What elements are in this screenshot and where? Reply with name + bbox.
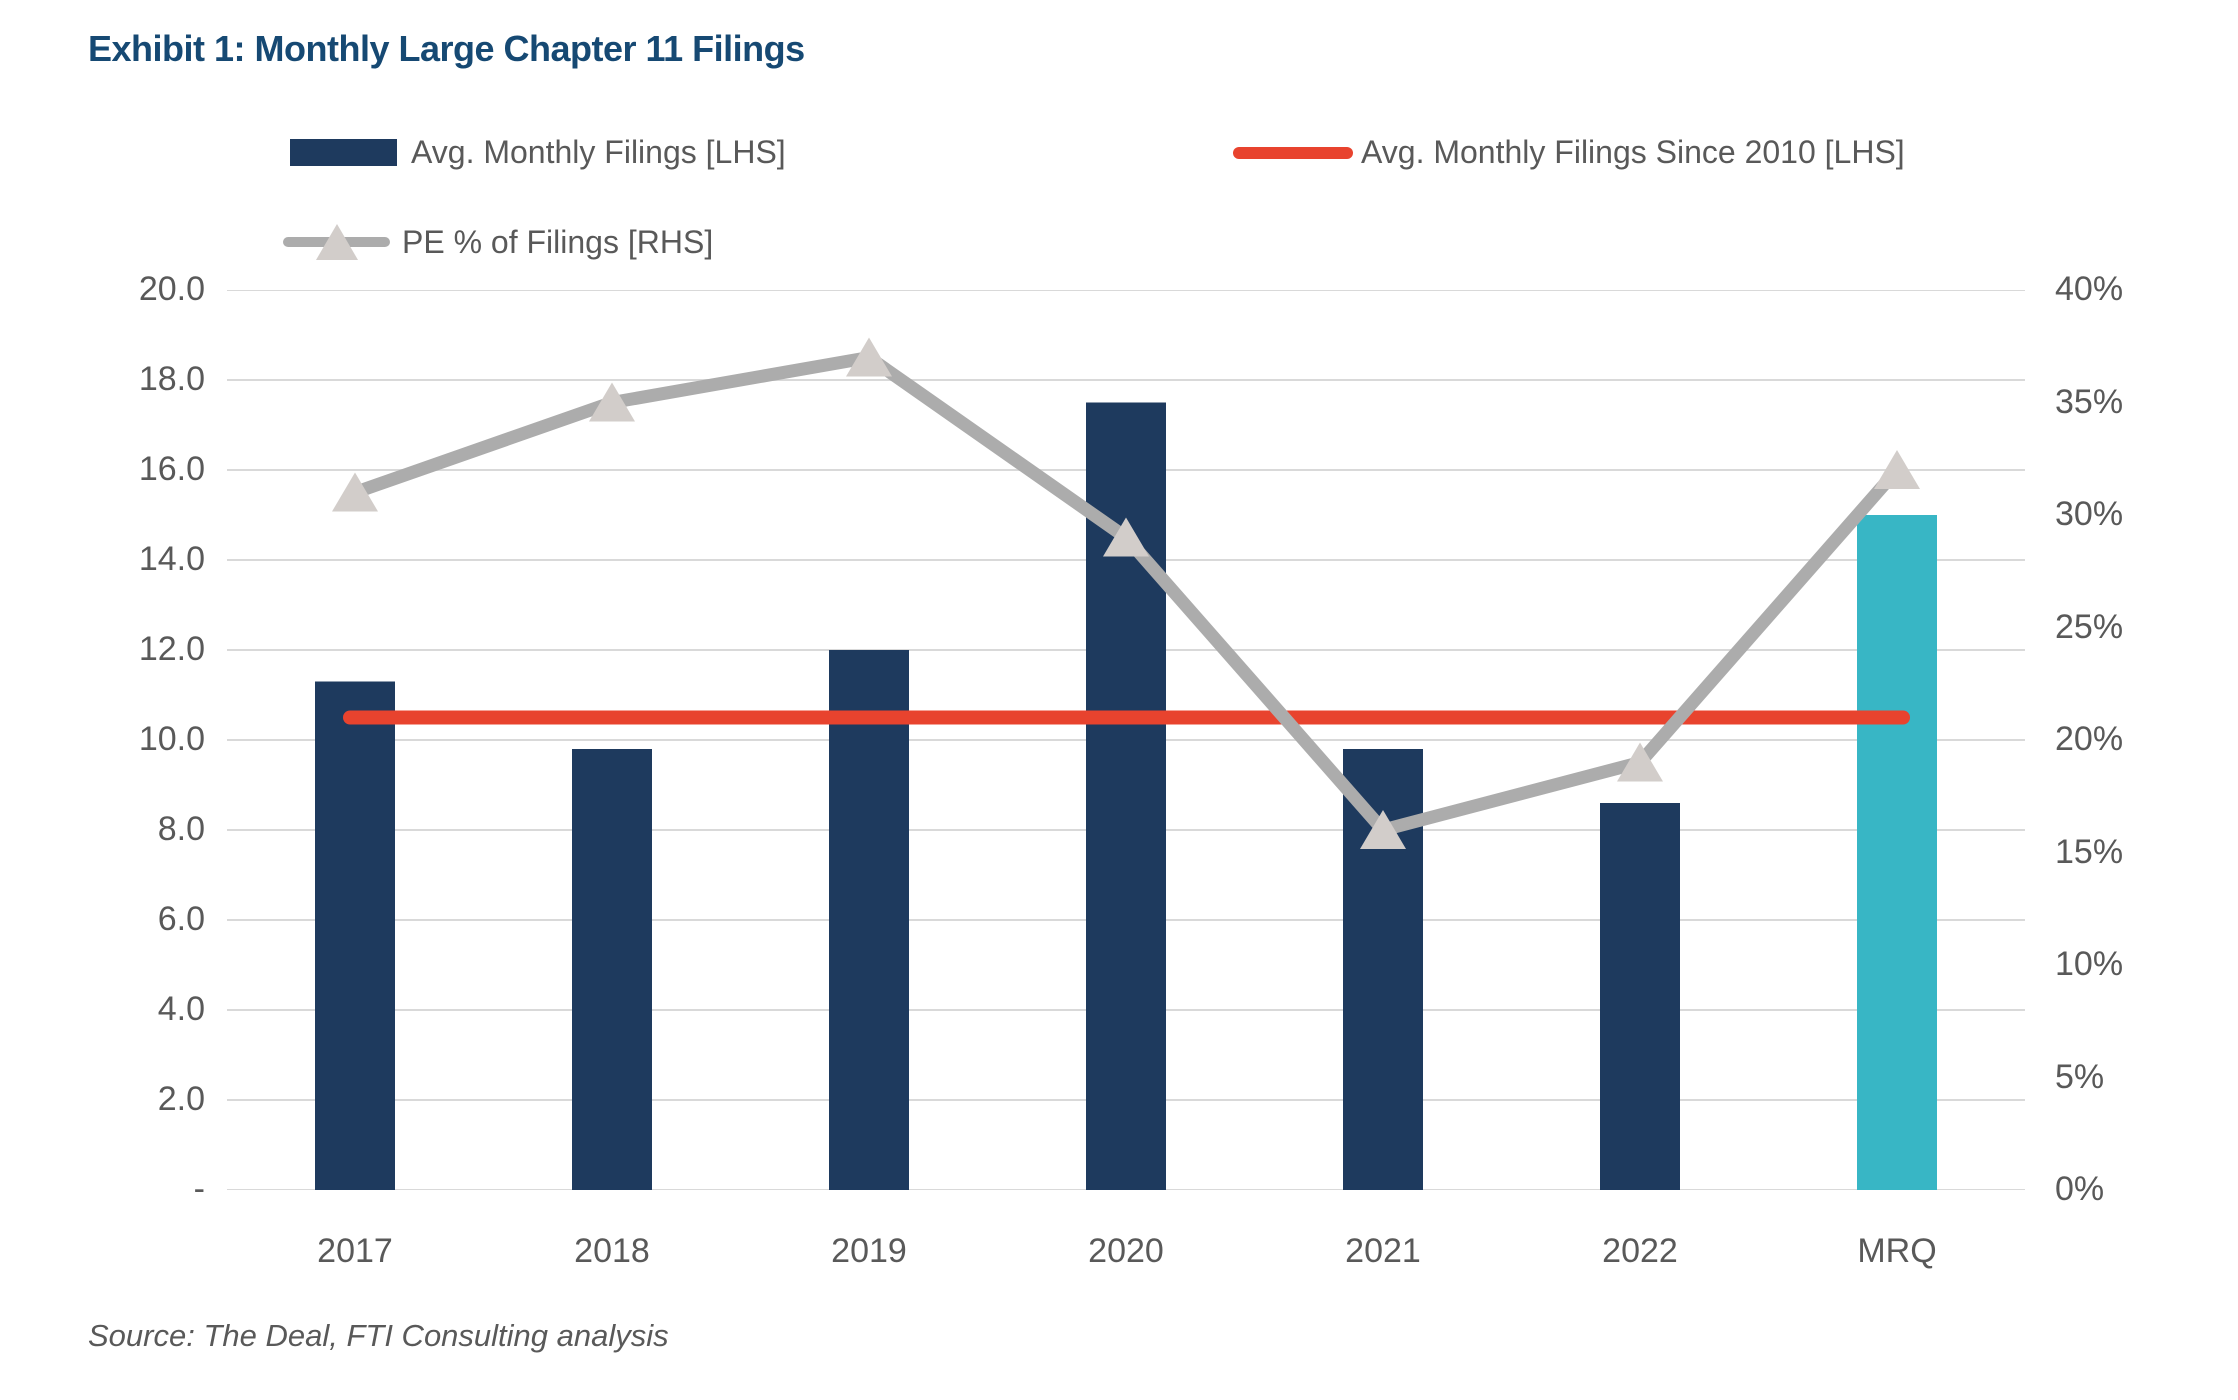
bar-2022 (1600, 803, 1680, 1190)
pe-marker-MRQ (1874, 450, 1920, 489)
right-tick-label: 5% (2055, 1057, 2105, 1096)
x-tick-label: MRQ (1857, 1232, 1937, 1270)
pe-marker-2022 (1617, 742, 1663, 782)
pe-marker-2019 (846, 337, 892, 377)
right-tick-label: 30% (2055, 495, 2124, 533)
pe-marker-2018 (589, 382, 635, 422)
chart-plot-area (227, 290, 2025, 1190)
legend-item-bars: Avg. Monthly Filings [LHS] (290, 134, 786, 171)
bar-swatch-icon (290, 139, 397, 166)
pe-marker-2020 (1103, 517, 1149, 557)
x-tick-label: 2017 (317, 1232, 393, 1270)
legend-item-pe-line: PE % of Filings [RHS] (283, 222, 713, 262)
x-tick-label: 2021 (1345, 1232, 1421, 1270)
left-tick-label: 20.0 (138, 270, 205, 308)
left-tick-label: 10.0 (138, 720, 205, 758)
left-tick-label: - (193, 1170, 205, 1208)
bar-2017 (315, 681, 395, 1190)
left-tick-label: 4.0 (157, 990, 205, 1028)
right-tick-label: 35% (2055, 382, 2124, 421)
left-tick-label: 18.0 (138, 360, 205, 398)
source-note: Source: The Deal, FTI Consulting analysi… (88, 1318, 669, 1353)
gray-line-triangle-swatch-icon (283, 222, 390, 262)
x-tick-label: 2020 (1088, 1232, 1164, 1270)
red-line-swatch-icon (1233, 146, 1353, 159)
pe-marker-2021 (1360, 810, 1406, 849)
chart-title: Exhibit 1: Monthly Large Chapter 11 Fili… (88, 28, 805, 69)
bar-2019 (829, 650, 909, 1190)
x-tick-label: 2019 (831, 1232, 907, 1270)
right-tick-label: 20% (2055, 720, 2124, 758)
left-tick-label: 12.0 (138, 630, 205, 668)
right-tick-label: 40% (2055, 270, 2124, 308)
right-tick-label: 10% (2055, 945, 2124, 983)
left-tick-label: 6.0 (157, 900, 205, 938)
left-tick-label: 8.0 (157, 810, 205, 848)
left-tick-label: 16.0 (138, 450, 205, 488)
pe-marker-2017 (332, 472, 378, 512)
right-tick-label: 15% (2055, 832, 2124, 871)
left-tick-label: 2.0 (157, 1080, 205, 1118)
left-tick-label: 14.0 (138, 540, 205, 578)
bar-2018 (572, 749, 652, 1190)
legend-item-avg-line: Avg. Monthly Filings Since 2010 [LHS] (1233, 134, 1905, 171)
right-tick-label: 25% (2055, 607, 2124, 646)
right-tick-label: 0% (2055, 1170, 2105, 1208)
bar-MRQ (1857, 515, 1937, 1190)
x-tick-label: 2018 (574, 1232, 650, 1270)
legend-avg-line-label: Avg. Monthly Filings Since 2010 [LHS] (1361, 134, 1905, 170)
x-tick-label: 2022 (1602, 1232, 1678, 1270)
legend-pe-line-label: PE % of Filings [RHS] (402, 223, 714, 260)
legend-bars-label: Avg. Monthly Filings [LHS] (411, 134, 786, 170)
